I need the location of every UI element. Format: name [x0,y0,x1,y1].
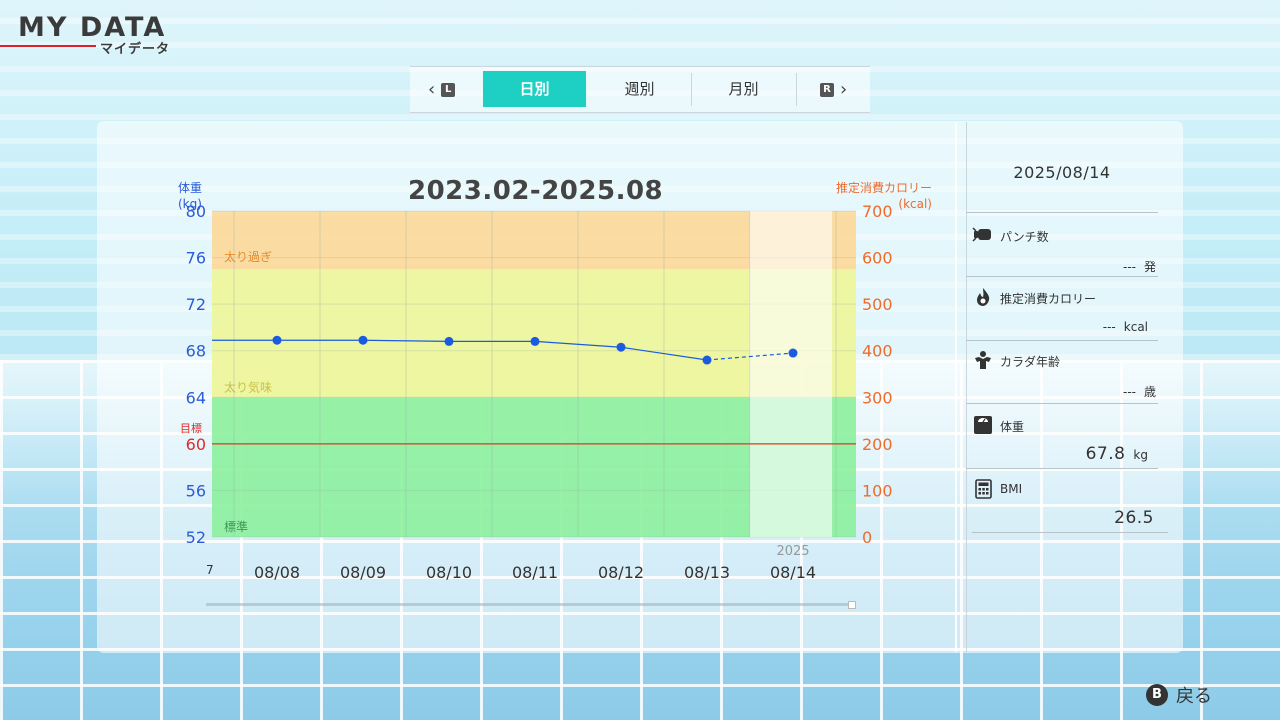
summary-divider [966,468,1158,469]
y-tick-label: 56 [186,481,206,500]
y-tick-label: 60 [186,435,206,454]
b-button-icon: B [1146,684,1168,706]
data-point [702,355,712,365]
zone-band [212,211,856,270]
y-tick-label: 64 [186,388,206,407]
back-button[interactable]: B 戻る [1146,682,1212,708]
x-tick-label: 08/13 [684,563,730,582]
y2-tick-label: 700 [862,205,893,221]
summary-value: --- 歳 [1122,385,1156,399]
selected-date: 2025/08/14 [1013,163,1111,182]
zone-band [212,397,856,537]
year-label: 2025 [776,544,809,559]
body-age-icon [975,351,991,369]
summary-value: 67.8 kg [1085,444,1148,464]
right-axis-label: 推定消費カロリー (kcal) [835,181,932,211]
x-tick-label: 08/10 [426,563,472,582]
y-tick-label: 76 [186,249,206,268]
panel-divider [966,122,967,652]
data-point [444,336,454,346]
summary-label: カラダ年齢 [1000,355,1061,369]
scroll-thumb[interactable] [848,601,856,609]
y-tick-label: 80 [186,205,206,221]
selected-day-highlight [750,211,832,537]
series-line-segment [534,340,622,348]
series-line-segment [706,352,794,361]
punch-icon [972,227,991,242]
l-key-icon: L [441,82,456,97]
x-tick-label: 08/08 [254,563,300,582]
data-point [788,348,798,358]
zone-label: 太り過ぎ [224,249,272,264]
summary-divider [966,276,1158,277]
r-key-icon: R [820,82,834,97]
y-tick-label: 68 [186,342,206,361]
calculator-icon [975,479,992,499]
target-label: 目標 [180,421,202,435]
tab-weekly[interactable]: 週別 [624,80,655,98]
summary-divider [972,532,1168,533]
summary-divider [966,212,1158,213]
tab-separator [691,73,692,106]
x-tick-label-partial: 7 [206,563,214,577]
flame-icon [977,288,990,306]
period-tabs: ‹ L 日別 週別 月別 R › [410,66,870,113]
data-point [530,336,540,346]
title-underline [0,45,96,47]
y2-tick-label: 600 [862,249,893,268]
x-tick-label: 08/11 [512,563,558,582]
series-line-segment [620,346,708,361]
data-point [358,335,368,345]
zone-band [212,269,856,398]
y2-tick-label: 100 [862,481,893,500]
chart-title: 2023.02-2025.08 [408,176,664,206]
zone-label: 標準 [224,519,248,534]
y2-tick-label: 300 [862,388,893,407]
scale-icon [974,416,992,434]
back-label: 戻る [1176,686,1212,707]
y2-tick-label: 0 [862,528,872,547]
y2-tick-label: 500 [862,295,893,314]
tab-monthly[interactable]: 月別 [728,80,759,98]
x-tick-label: 08/14 [770,563,816,582]
zone-label: 太り気味 [224,379,272,394]
summary-label: 体重 [1000,420,1025,434]
tab-separator [796,73,797,106]
summary-value: --- kcal [1102,320,1148,334]
summary-value: --- 発 [1122,260,1156,274]
summary-divider [966,340,1158,341]
tab-prev-button[interactable]: ‹ L [428,67,456,112]
y2-tick-label: 400 [862,342,893,361]
summary-label: BMI [1000,482,1023,496]
page-title: MY DATA [18,12,167,43]
y-tick-label: 52 [186,528,206,547]
series-line-segment [362,339,450,342]
panel-divider [955,122,957,652]
page-subtitle: マイデータ [100,42,171,57]
summary-divider [966,403,1158,404]
y2-tick-label: 200 [862,435,893,454]
summary-label: 推定消費カロリー [1000,292,1097,306]
x-tick-label: 08/12 [598,563,644,582]
y-tick-label: 72 [186,295,206,314]
summary-value: 26.5 [1114,508,1154,528]
x-tick-label: 08/09 [340,563,386,582]
chevron-right-icon: › [840,79,848,100]
summary-label: パンチ数 [1000,230,1049,244]
left-axis-label: 体重 (kg) [178,181,203,211]
chart-scrollbar[interactable] [206,601,856,609]
chevron-left-icon: ‹ [428,79,436,100]
data-point [272,335,282,345]
data-point [616,342,626,352]
tab-next-button[interactable]: R › [820,67,847,112]
tab-daily[interactable]: 日別 [483,71,586,107]
